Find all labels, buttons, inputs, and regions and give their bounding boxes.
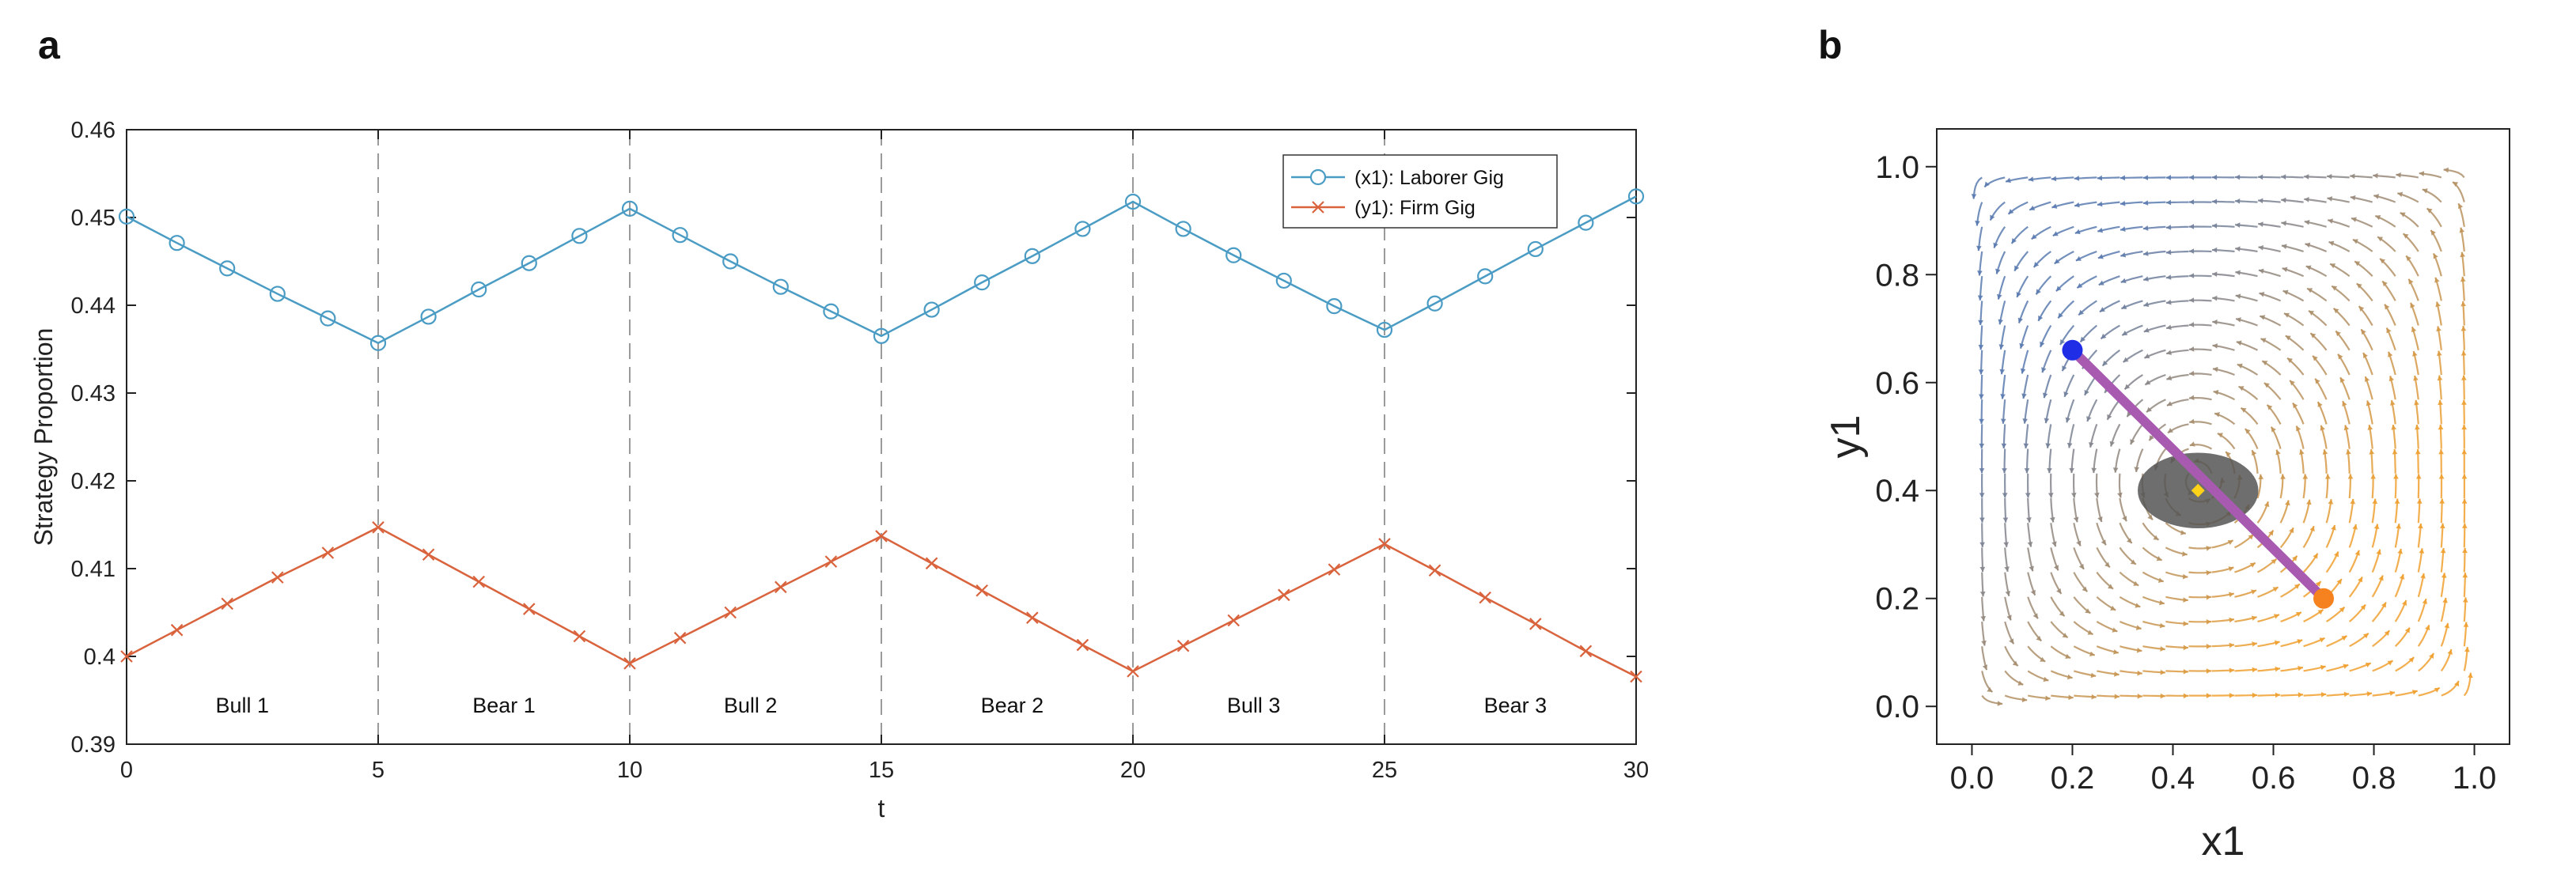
y-tick-label: 0.8 [1875,258,1919,293]
y-tick-label: 0.43 [71,381,116,406]
region-label: Bear 2 [981,694,1044,717]
x-tick-label: 10 [617,758,642,783]
region-label: Bear 3 [1484,694,1547,717]
y-tick-label: 0.44 [71,293,116,319]
x-axis-label: x1 [2202,819,2245,864]
y-tick-label: 0.39 [71,732,116,758]
y-tick-label: 0.42 [71,469,116,494]
y-tick-label: 0.45 [71,206,116,231]
chart-a: 0 5 10 15 20 25 30 0.39 0.4 0.41 0.42 0.43 0.44 0.45 0… [29,118,1649,822]
start-point [2062,340,2082,361]
y-tick-label: 0.0 [1875,690,1919,724]
panel-label-b: b [1818,23,1843,67]
y-tick-label: 0.46 [71,118,116,143]
x-tick-label: 0.0 [1950,761,1995,796]
y-tick-label: 0.4 [84,645,116,670]
x-tick-label: 1.0 [2453,761,2497,796]
region-label: Bull 1 [216,694,270,717]
y-axis-label: Strategy Proportion [29,328,58,546]
y-tick-label: 0.41 [71,557,116,582]
legend-marker-circle [1311,170,1325,184]
x-tick-label: 15 [869,758,894,783]
y-tick-label: 0.4 [1875,474,1919,509]
x-tick-label: 0.6 [2252,761,2296,796]
x-tick-label: 25 [1372,758,1397,783]
legend-label: (y1): Firm Gig [1354,197,1476,219]
x-tick-label: 0 [120,758,133,783]
x-axis-label: t [878,794,885,822]
x-tick-label: 0.2 [2051,761,2095,796]
end-point [2313,588,2334,609]
y-tick-label: 1.0 [1875,150,1919,185]
y-tick-label: 0.2 [1875,582,1919,617]
region-label: Bear 1 [472,694,536,717]
x-tick-label: 0.4 [2151,761,2195,796]
y-tick-label: 0.6 [1875,366,1919,401]
x-tick-label: 30 [1623,758,1649,783]
region-label: Bull 2 [724,694,778,717]
x-tick-label: 20 [1120,758,1146,783]
x-tick-label: 0.8 [2352,761,2396,796]
legend-label: (x1): Laborer Gig [1354,167,1504,189]
chart-b: 0.0 0.2 0.4 0.6 0.8 1.0 0.0 0.2 0.4 0.6 0.8 1.0 x1 y1 [1823,129,2510,864]
region-label: Bull 3 [1227,694,1281,717]
y-axis-label: y1 [1823,415,1869,459]
panel-label-a: a [38,23,61,67]
x-tick-label: 5 [372,758,385,783]
